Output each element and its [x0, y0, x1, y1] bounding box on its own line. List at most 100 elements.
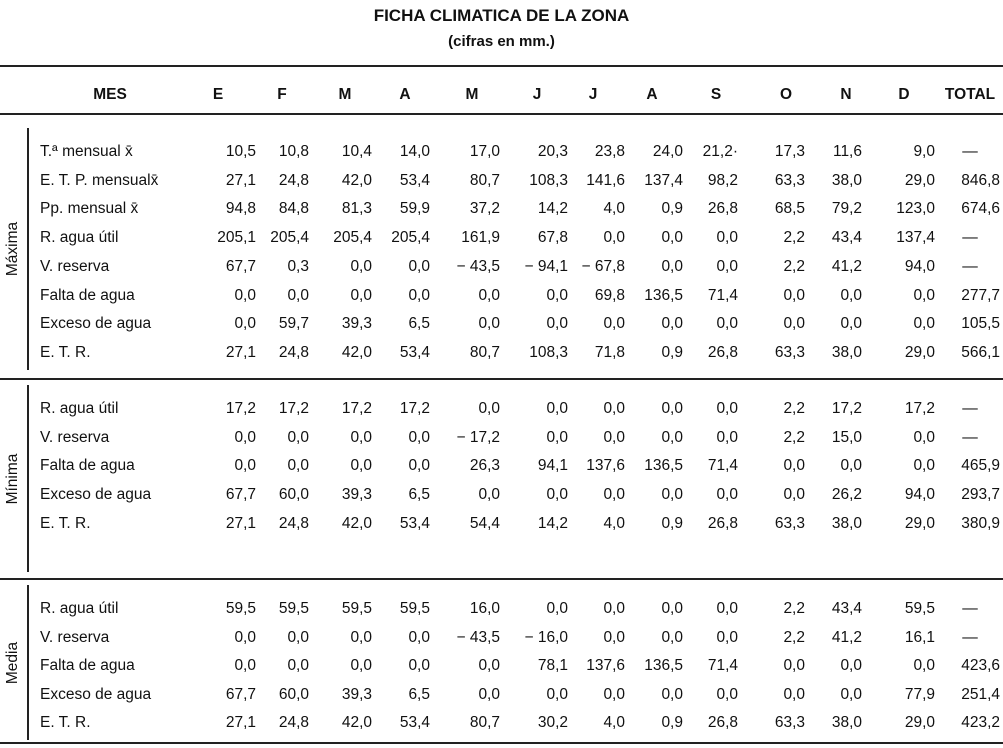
- table-cell: 14,2: [537, 514, 568, 532]
- table-cell: 0,0: [840, 286, 862, 304]
- table-cell: 27,1: [225, 714, 256, 731]
- table-cell: 0,0: [603, 315, 625, 333]
- table-cell: 0,0: [478, 657, 500, 674]
- table-cell: 24,8: [278, 343, 309, 361]
- table-cell: 0,0: [913, 315, 935, 333]
- table-cell: 63,3: [774, 343, 805, 361]
- table-cell: 0,0: [478, 486, 500, 504]
- column-header: A: [646, 86, 658, 103]
- table-cell: 27,1: [225, 171, 256, 189]
- table-cell: 0,0: [350, 628, 372, 646]
- table-cell: 94,8: [225, 200, 256, 218]
- column-header: E: [212, 86, 224, 103]
- table-cell: 17,2: [831, 400, 862, 417]
- table-cell: —: [962, 400, 978, 417]
- table-cell: 0,0: [840, 315, 862, 333]
- table-cell: 0,0: [546, 600, 568, 617]
- table-cell: 0,0: [783, 685, 805, 703]
- table-cell: − 17,2: [456, 428, 500, 446]
- table-cell: 0,0: [661, 486, 683, 504]
- table-cell: 38,0: [831, 171, 862, 189]
- table-cell: 0,0: [716, 685, 738, 703]
- table-cell: 0,0: [234, 286, 256, 304]
- table-cell: 566,1: [961, 343, 1000, 361]
- section-label: Media: [4, 641, 21, 684]
- table-cell: − 16,0: [524, 628, 568, 646]
- table-cell: 26,3: [469, 457, 500, 475]
- section-rule: [0, 578, 1003, 580]
- table-cell: 17,0: [469, 143, 500, 160]
- table-cell: 11,6: [832, 143, 862, 160]
- table-cell: 0,0: [350, 428, 372, 446]
- table-cell: —: [962, 257, 978, 275]
- column-header: A: [399, 86, 411, 103]
- table-cell: 59,7: [278, 315, 309, 333]
- table-cell: 0,0: [603, 229, 625, 247]
- table-cell: 0,0: [287, 428, 309, 446]
- table-cell: 67,7: [225, 486, 256, 504]
- table-cell: − 67,8: [581, 257, 625, 275]
- table-cell: 136,5: [644, 457, 683, 475]
- table-cell: 0,0: [783, 315, 805, 333]
- table-cell: 71,8: [594, 343, 625, 361]
- table-cell: —: [962, 628, 978, 646]
- column-header: N: [840, 86, 852, 103]
- table-cell: 4,0: [603, 714, 625, 731]
- table-cell: 0,0: [287, 286, 309, 304]
- column-header: MES: [93, 86, 127, 103]
- table-cell: 0,0: [716, 600, 738, 617]
- table-cell: 0,0: [546, 286, 568, 304]
- table-cell: 27,1: [225, 514, 256, 532]
- table-cell: 26,8: [707, 514, 738, 532]
- table-cell: 26,8: [707, 343, 738, 361]
- table-cell: 205,4: [333, 229, 372, 247]
- table-cell: 10,8: [278, 143, 309, 160]
- table-cell: 137,4: [896, 229, 935, 247]
- table-cell: 10,5: [225, 143, 256, 160]
- table-cell: 0,0: [234, 628, 256, 646]
- table-cell: 0,0: [661, 600, 683, 617]
- table-cell: 79,2: [831, 200, 862, 218]
- section-label: Máxima: [4, 221, 21, 277]
- table-cell: 59,5: [225, 600, 256, 617]
- row-label: E. T. R.: [40, 714, 91, 731]
- table-cell: 277,7: [961, 286, 1000, 304]
- table-cell: 205,1: [217, 229, 256, 247]
- table-cell: 0,0: [783, 286, 805, 304]
- table-cell: 6,5: [408, 486, 430, 504]
- row-label: R. agua útil: [40, 600, 119, 617]
- table-cell: 39,3: [341, 315, 372, 333]
- table-cell: 54,4: [469, 514, 500, 532]
- table-cell: 53,4: [399, 343, 430, 361]
- table-cell: 251,4: [961, 685, 1000, 703]
- table-cell: —: [962, 229, 978, 247]
- table-cell: 0,0: [716, 257, 738, 275]
- table-cell: 0,0: [603, 486, 625, 504]
- table-cell: 0,0: [783, 657, 805, 674]
- table-cell: 0,0: [661, 685, 683, 703]
- table-cell: 0,0: [661, 229, 683, 247]
- column-header: D: [898, 86, 910, 103]
- row-label: Falta de agua: [40, 657, 135, 674]
- table-cell: 0,9: [661, 200, 683, 218]
- table-cell: 94,0: [904, 257, 935, 275]
- table-cell: 293,7: [961, 486, 1000, 504]
- table-cell: 77,9: [904, 685, 935, 703]
- table-cell: 10,4: [341, 143, 372, 160]
- row-label: E. T. R.: [40, 514, 91, 532]
- row-label: V. reserva: [40, 257, 110, 275]
- table-cell: 2,2: [783, 257, 805, 275]
- section-label: Mínima: [4, 453, 21, 504]
- table-cell: 24,8: [278, 714, 309, 731]
- table-cell: 30,2: [537, 714, 568, 731]
- table-cell: 17,3: [774, 143, 805, 160]
- column-header: TOTAL: [944, 86, 996, 103]
- table-cell: 0,0: [408, 428, 430, 446]
- table-cell: 0,0: [546, 400, 568, 417]
- table-cell: 29,0: [904, 343, 935, 361]
- table-cell: 59,5: [904, 600, 935, 617]
- table-cell: 0,0: [603, 428, 625, 446]
- table-cell: 84,8: [278, 200, 309, 218]
- column-header: J: [532, 86, 542, 103]
- table-cell: 105,5: [961, 315, 1000, 333]
